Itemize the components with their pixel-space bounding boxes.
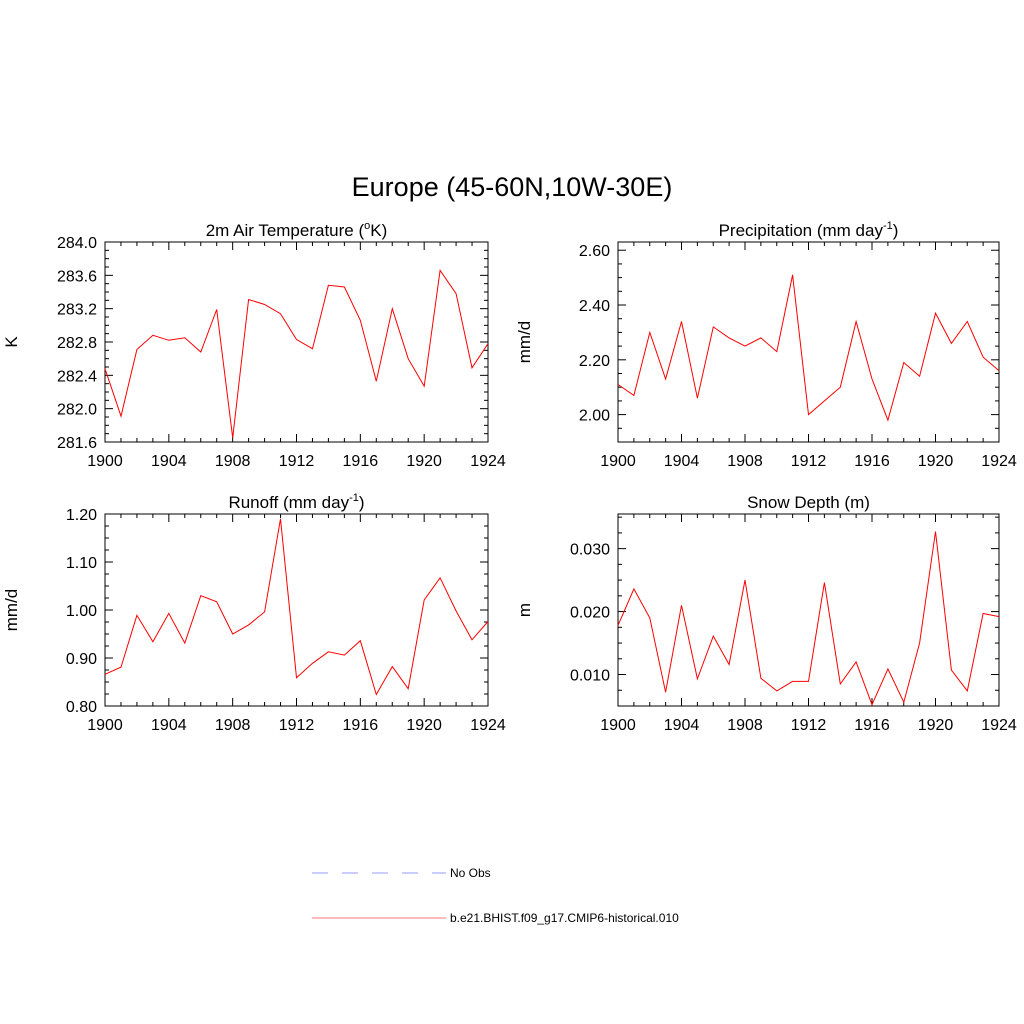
air-temperature-ytick-label: 282.0: [57, 402, 97, 419]
runoff-ytick-label: 1.20: [66, 507, 97, 524]
precipitation-ytick-label: 2.20: [579, 353, 610, 370]
precipitation-xtick-label: 1912: [791, 453, 827, 470]
runoff-ytick-label: 1.10: [66, 555, 97, 572]
precipitation-title-sup: -1: [883, 220, 893, 232]
runoff-panel: Runoff (mm day-1) 1900 1904 1908 1912 1916 192…: [2, 492, 506, 734]
air-temperature-title-text: 2m Air Temperature (: [206, 221, 365, 240]
air-temperature-ytick-label: 282.8: [57, 335, 97, 352]
precipitation-xtick-label: 1920: [918, 453, 954, 470]
precipitation-panel: Precipitation (mm day-1) 1900 1904 1908 1912…: [515, 220, 1017, 470]
snow-depth-xtick-label: 1912: [791, 717, 827, 734]
runoff-ylabel: mm/d: [2, 589, 21, 632]
snow-depth-series-line: [617, 531, 1000, 707]
runoff-ytick-label: 0.90: [66, 651, 97, 668]
precipitation-ytick-label: 2.00: [579, 408, 610, 425]
air-temperature-title-unit: K): [370, 221, 387, 240]
air-temperature-xtick-label: 1916: [343, 453, 379, 470]
precipitation-xtick-label: 1900: [600, 453, 636, 470]
snow-depth-xtick-label: 1916: [854, 717, 890, 734]
runoff-series-line: [104, 518, 489, 696]
air-temperature-ytick-label: 281.6: [57, 435, 97, 452]
precipitation-ytick-label: 2.40: [579, 298, 610, 315]
air-temperature-panel: 2m Air Temperature (oK) 1900 1904 1908 1912 1…: [2, 220, 506, 470]
snow-depth-xtick-label: 1904: [664, 717, 700, 734]
snow-depth-xtick-label: 1900: [600, 717, 636, 734]
runoff-xtick-label: 1920: [406, 717, 442, 734]
precipitation-ylabel: mm/d: [515, 321, 534, 364]
figure-title: Europe (45-60N,10W-30E): [352, 172, 673, 202]
legend: No Obs b.e21.BHIST.f09_g17.CMIP6-historic…: [312, 866, 679, 925]
snow-depth-frame: [617, 513, 1000, 707]
air-temperature-xtick-label: 1904: [151, 453, 187, 470]
runoff-title-sup: -1: [349, 492, 359, 504]
snow-depth-ytick-label: 0.020: [570, 605, 610, 622]
air-temperature-xtick-label: 1912: [279, 453, 315, 470]
runoff-ytick-label: 1.00: [66, 603, 97, 620]
snow-depth-panel: Snow Depth (m) 1900 1904 1908 1912 1916 1920 19…: [515, 493, 1017, 734]
snow-depth-ytick-label: 0.010: [570, 668, 610, 685]
air-temperature-xtick-label: 1924: [470, 453, 506, 470]
air-temperature-ytick-label: 282.4: [57, 368, 97, 385]
snow-depth-ytick-label: 0.030: [570, 542, 610, 559]
precipitation-title: Precipitation (mm day-1): [719, 220, 899, 240]
runoff-xtick-label: 1916: [343, 717, 379, 734]
precipitation-xtick-label: 1904: [664, 453, 700, 470]
snow-depth-ylabel: m: [515, 603, 534, 617]
air-temperature-ytick-label: 283.2: [57, 302, 97, 319]
legend-label: No Obs: [450, 866, 491, 880]
snow-depth-xtick-label: 1924: [981, 717, 1017, 734]
runoff-xtick-label: 1912: [279, 717, 315, 734]
runoff-ytick-label: 0.80: [66, 699, 97, 716]
air-temperature-xtick-label: 1920: [406, 453, 442, 470]
runoff-title-unit: ): [359, 493, 365, 512]
precipitation-title-text: Precipitation (mm day: [719, 221, 884, 240]
precipitation-xtick-label: 1916: [854, 453, 890, 470]
runoff-xtick-label: 1900: [87, 717, 123, 734]
snow-depth-xtick-label: 1908: [727, 717, 763, 734]
precipitation-series-line: [617, 274, 1000, 422]
snow-depth-xtick-label: 1920: [918, 717, 954, 734]
air-temperature-ytick-label: 284.0: [57, 235, 97, 252]
precipitation-xtick-label: 1908: [727, 453, 763, 470]
air-temperature-ytick-label: 283.6: [57, 268, 97, 285]
air-temperature-xtick-label: 1900: [87, 453, 123, 470]
air-temperature-ylabel: K: [2, 336, 21, 348]
runoff-xtick-label: 1904: [151, 717, 187, 734]
precipitation-ytick-label: 2.60: [579, 243, 610, 260]
panels-group: 2m Air Temperature (oK)1900 1904 1908 1912 1…: [2, 220, 1017, 734]
runoff-xtick-label: 1908: [215, 717, 251, 734]
runoff-title-text: Runoff (mm day: [228, 493, 349, 512]
runoff-xtick-label: 1924: [470, 717, 506, 734]
air-temperature-title: 2m Air Temperature (oK): [206, 220, 388, 240]
air-temperature-xtick-label: 1908: [215, 453, 251, 470]
air-temperature-series-line: [104, 268, 489, 438]
snow-depth-title-text: Snow Depth (m): [747, 493, 870, 512]
runoff-title: Runoff (mm day-1): [228, 492, 364, 512]
air-temperature-title-sup: o: [364, 220, 370, 232]
precipitation-xtick-label: 1924: [981, 453, 1017, 470]
legend-label: b.e21.BHIST.f09_g17.CMIP6-historical.010: [450, 911, 679, 925]
snow-depth-title: Snow Depth (m): [747, 493, 870, 512]
precipitation-title-unit: ): [893, 221, 899, 240]
